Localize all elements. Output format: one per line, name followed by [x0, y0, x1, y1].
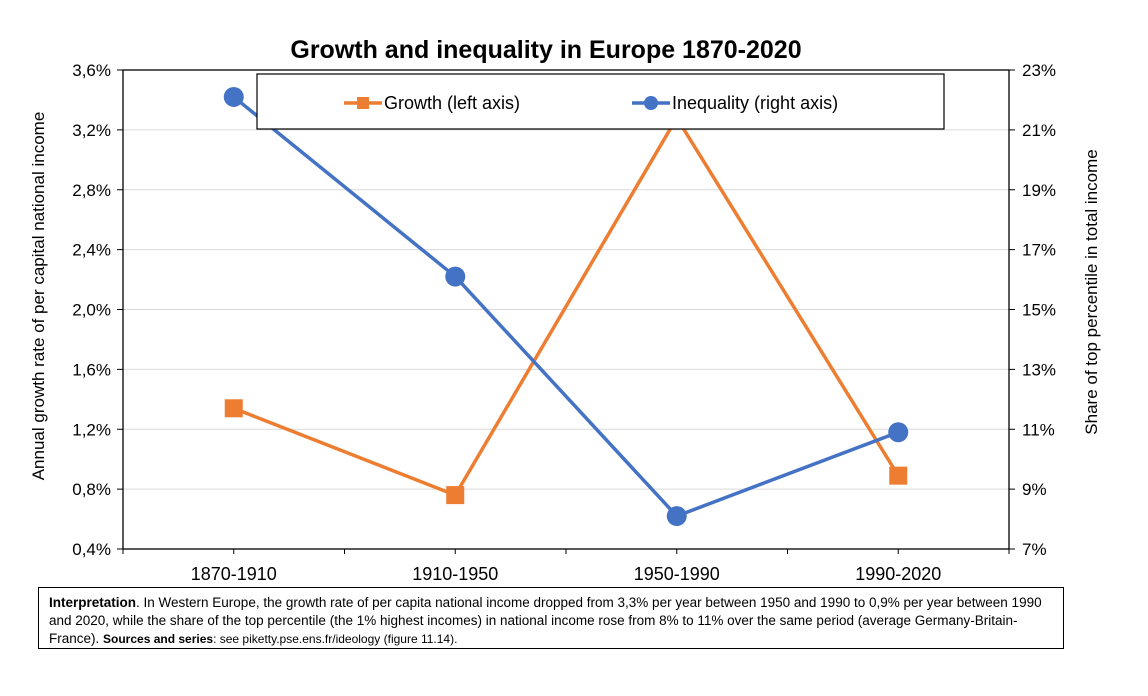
left-tick-label: 3,6% [72, 61, 111, 80]
inequality-line [232, 95, 899, 518]
legend-label: Growth (left axis) [384, 93, 520, 113]
left-tick-label: 1,6% [72, 360, 111, 379]
inequality-marker [666, 506, 687, 527]
series [223, 86, 909, 527]
left-tick-label: 2,8% [72, 181, 111, 200]
left-tick-label: 0,4% [72, 540, 111, 559]
left-tick-label: 2,0% [72, 301, 111, 320]
x-tick-label: 1990-2020 [855, 564, 941, 584]
growth-line [233, 116, 900, 497]
right-tick-label: 17% [1022, 241, 1056, 260]
left-tick-label: 3,2% [72, 121, 111, 140]
right-tick-label: 9% [1022, 480, 1047, 499]
left-tick-label: 1,2% [72, 420, 111, 439]
inequality-marker [445, 266, 466, 287]
right-tick-label: 7% [1022, 540, 1047, 559]
inequality-marker [888, 422, 909, 443]
left-axis-label: Annual growth rate of per capital nation… [29, 112, 48, 481]
legend: Growth (left axis) Inequality (right axis… [256, 73, 945, 130]
growth-marker [446, 486, 465, 505]
legend-label: Inequality (right axis) [672, 93, 838, 113]
interpretation-text: . In Western Europe, the growth rate of … [49, 595, 1042, 646]
gridlines [123, 129, 1009, 490]
right-tick-label: 23% [1022, 61, 1056, 80]
axis-ticks: 0,4% 7% 0,8% 9% 1,2% 11% 1,6% 13% 2,0% 15% 2,4% 17%… [72, 61, 1056, 584]
interpretation-label: Interpretation [49, 595, 137, 610]
x-tick-label: 1870-1910 [191, 564, 277, 584]
legend-square-marker [357, 97, 369, 109]
growth-marker [889, 466, 908, 485]
left-tick-label: 2,4% [72, 241, 111, 260]
right-axis-label: Share of top percentile in total income [1082, 149, 1101, 434]
left-tick-label: 0,8% [72, 480, 111, 499]
growth-marker [224, 399, 243, 418]
interpretation-note: Interpretation. In Western Europe, the g… [38, 587, 1064, 649]
legend-circle-marker [644, 96, 658, 110]
x-tick-label: 1910-1950 [412, 564, 498, 584]
chart-title: Growth and inequality in Europe 1870-202… [290, 36, 801, 64]
right-tick-label: 19% [1022, 181, 1056, 200]
x-tick-label: 1950-1990 [634, 564, 720, 584]
inequality-marker [223, 86, 244, 107]
right-tick-label: 21% [1022, 121, 1056, 140]
sources-text: : see piketty.pse.ens.fr/ideology (figur… [213, 632, 458, 646]
right-tick-label: 11% [1022, 420, 1055, 439]
sources-label: Sources and series [103, 632, 214, 646]
right-tick-label: 13% [1022, 360, 1056, 379]
right-tick-label: 15% [1022, 301, 1056, 320]
